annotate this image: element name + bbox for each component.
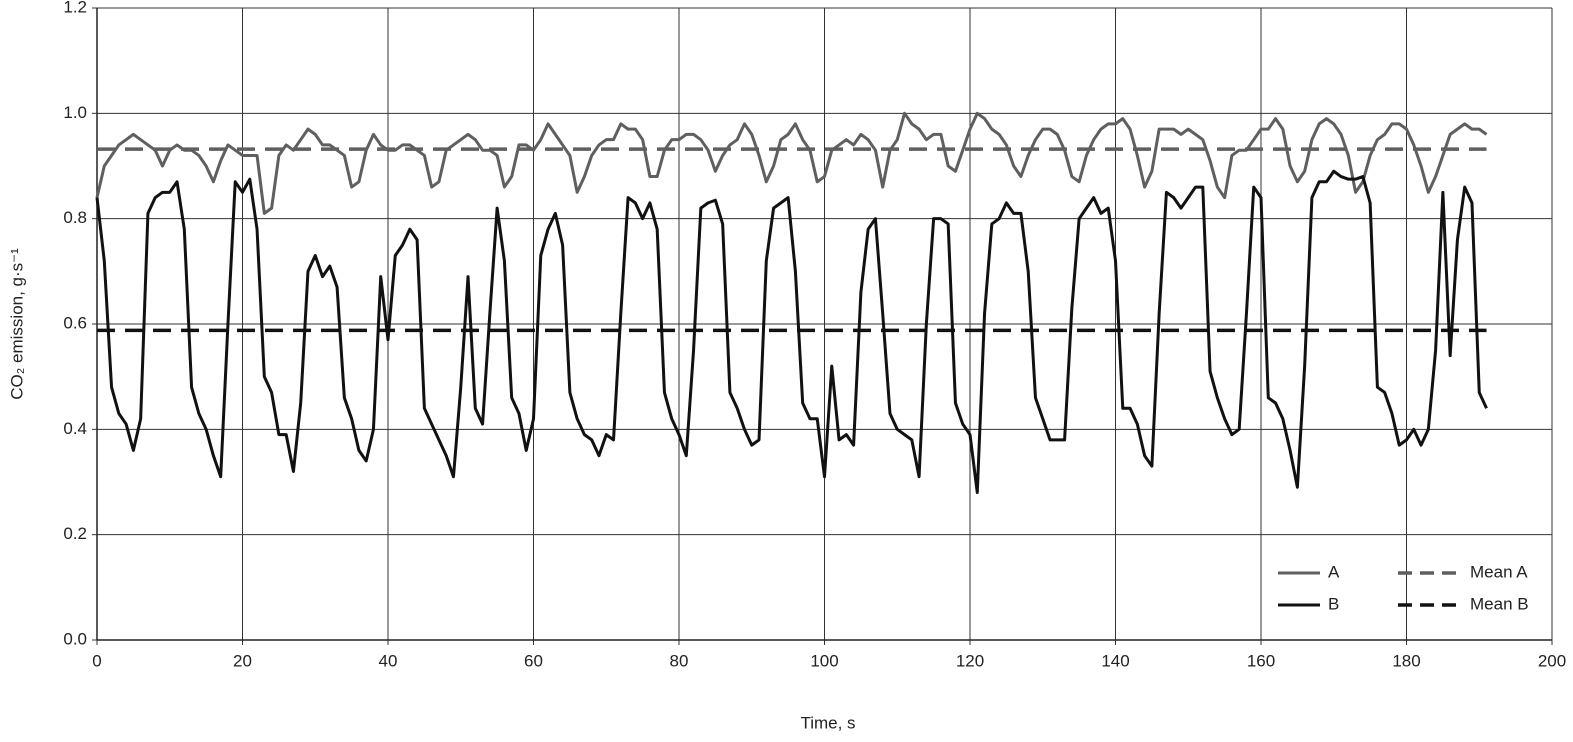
- series-line: [95, 111, 1488, 215]
- x-tick-label: 160: [1247, 651, 1275, 670]
- x-tick-label: 40: [379, 651, 398, 670]
- x-tick-label: 100: [810, 651, 838, 670]
- legend-label: A: [1328, 562, 1340, 581]
- y-tick-label: 0.4: [63, 419, 87, 438]
- x-tick-label: 20: [233, 651, 252, 670]
- x-tick-label: 0: [92, 651, 101, 670]
- y-tick-label: 0.8: [63, 208, 87, 227]
- legend-label: Mean A: [1470, 562, 1528, 581]
- y-tick-label: 0.2: [63, 524, 87, 543]
- legend-label: B: [1328, 594, 1339, 613]
- x-axis-label: Time, s: [800, 713, 855, 732]
- y-axis-label: CO₂ emission, g·s⁻¹: [7, 248, 26, 400]
- x-tick-label: 180: [1392, 651, 1420, 670]
- x-tick-label: 120: [956, 651, 984, 670]
- x-tick-label: 80: [670, 651, 689, 670]
- y-tick-label: 1.0: [63, 103, 87, 122]
- legend-label: Mean B: [1470, 594, 1529, 613]
- x-tick-label: 200: [1538, 651, 1566, 670]
- series-line: [95, 169, 1488, 495]
- y-tick-label: 0.0: [63, 629, 87, 648]
- y-tick-label: 0.6: [63, 313, 87, 332]
- x-tick-label: 60: [524, 651, 543, 670]
- x-tick-label: 140: [1101, 651, 1129, 670]
- y-tick-label: 1.2: [63, 0, 87, 16]
